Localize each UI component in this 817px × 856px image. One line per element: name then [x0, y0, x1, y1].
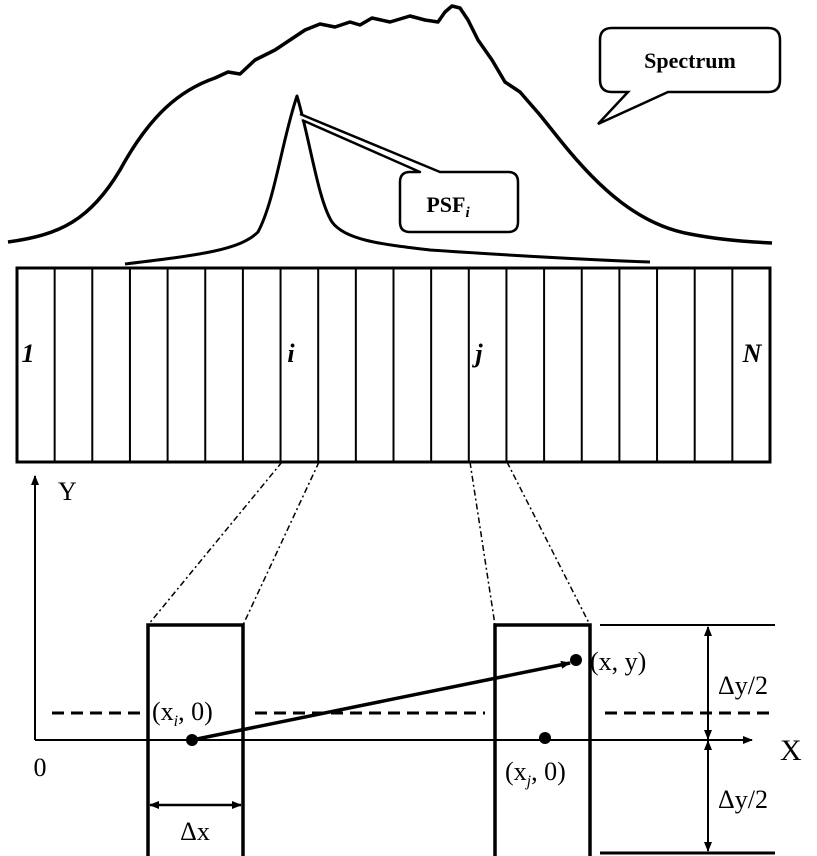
psf-curve — [124, 94, 651, 266]
label-xy: (x, y) — [590, 647, 646, 676]
psf-subscript: i — [465, 205, 470, 221]
strip-label-first: 1 — [22, 339, 35, 368]
origin-label: 0 — [34, 753, 47, 782]
psf-callout: PSFi — [299, 112, 520, 234]
dy-bottom-label: Δy/2 — [718, 785, 768, 814]
point-xj — [539, 732, 551, 744]
label-xj: (xj, 0) — [505, 757, 566, 790]
strip-label-i: i — [287, 339, 295, 368]
x-axis-label: X — [780, 734, 802, 767]
point-xy — [570, 654, 582, 666]
label-xi: (xi, 0) — [152, 697, 213, 730]
y-axis-label: Y — [58, 477, 77, 506]
point-xi — [186, 734, 198, 746]
strip-array — [15, 266, 772, 464]
strip-label-j: j — [471, 339, 483, 368]
svg-text:PSFi: PSFi — [426, 192, 470, 221]
projection-lines — [147, 461, 591, 626]
spectrum-label: Spectrum — [644, 48, 736, 73]
dx-label: Δx — [180, 817, 210, 846]
spectrum-callout: Spectrum — [597, 26, 782, 126]
psf-label: PSF — [426, 192, 465, 217]
dy-top-label: Δy/2 — [718, 671, 768, 700]
strip-label-last: N — [742, 339, 763, 368]
pixel-box-j — [493, 623, 592, 856]
pixel-box-i — [146, 623, 245, 856]
displacement-arrow — [191, 660, 571, 742]
spectrum-curve — [7, 4, 773, 245]
